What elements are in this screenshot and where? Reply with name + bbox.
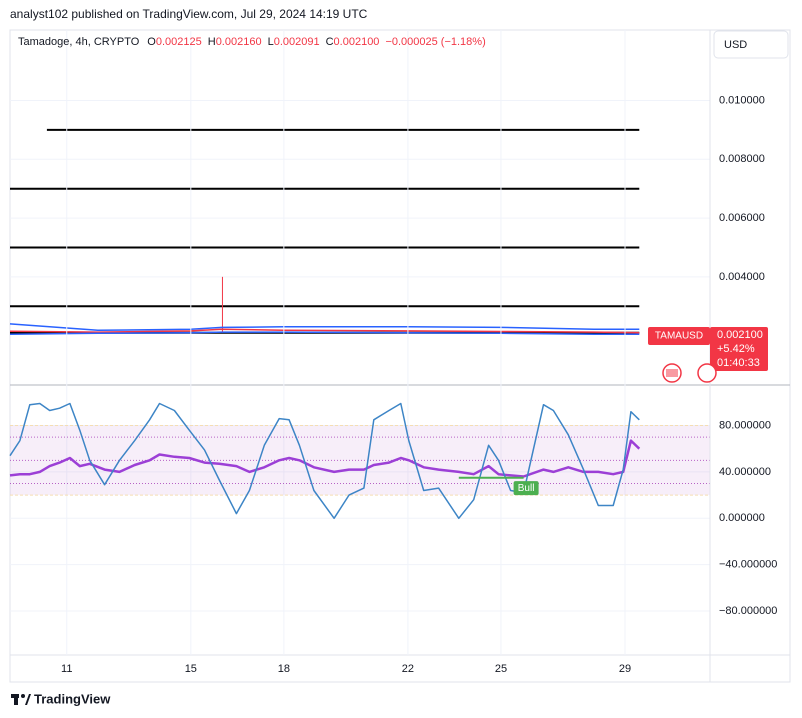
- price-tag: [710, 327, 768, 371]
- currency[interactable]: USD: [724, 39, 747, 51]
- field-value: 0.002125: [156, 36, 202, 48]
- change: −0.000025 (−1.18%): [385, 36, 485, 48]
- y-tick-label: 0.008000: [719, 153, 765, 165]
- x-tick-label: 25: [495, 663, 507, 675]
- y-tick-label: −40.000000: [719, 559, 777, 571]
- field-value: 0.002100: [334, 36, 380, 48]
- frame: [9, 29, 791, 683]
- y-tick-label: 0.006000: [719, 212, 765, 224]
- y-tick-label: 0.010000: [719, 94, 765, 106]
- brand: TradingView: [34, 691, 111, 706]
- field-label: L: [268, 36, 274, 48]
- annotation: Bull: [518, 483, 535, 494]
- y-tick-label: 40.000000: [719, 466, 771, 478]
- field-label: C: [326, 36, 334, 48]
- x-tick-label: 15: [185, 663, 197, 675]
- y-tick-label: 0.000000: [719, 512, 765, 524]
- symbol: Tamadoge, 4h, CRYPTO: [18, 36, 140, 48]
- y-tick-label: 0.004000: [719, 271, 765, 283]
- price: 0.002100: [717, 329, 763, 341]
- field-label: H: [208, 36, 216, 48]
- x-tick-label: 22: [402, 663, 414, 675]
- band: [10, 425, 710, 496]
- logo-part: [14, 694, 18, 705]
- annotation-box: [513, 481, 539, 496]
- field-label: O: [147, 36, 156, 48]
- field-value: 0.002091: [274, 36, 320, 48]
- plot-layer: 0.004000 0.006000 0.008000 0.010000 −80.0000…: [9, 30, 777, 675]
- brand-logo: [11, 694, 31, 705]
- price-change: +5.42%: [717, 343, 755, 355]
- event-icons: [662, 363, 717, 383]
- logo-part: [21, 694, 25, 698]
- series-line: [9, 439, 641, 478]
- x-tick-label: 18: [278, 663, 290, 675]
- field-value: 0.002160: [216, 36, 262, 48]
- series-line: [9, 323, 640, 332]
- currency-button[interactable]: [713, 30, 789, 59]
- legend: Tamadoge, 4h, CRYPTO O0.002125 H0.002160 L0…: [18, 36, 486, 48]
- symbol-tag-text: TAMAUSD: [655, 331, 703, 342]
- flag: [666, 369, 678, 377]
- logo-part: [25, 694, 31, 705]
- x-tick-label: 11: [61, 663, 72, 675]
- event-icon[interactable]: [697, 363, 717, 383]
- y-tick-label: 80.000000: [719, 419, 771, 431]
- x-tick-label: 29: [619, 663, 631, 675]
- y-tick-label: −80.000000: [719, 605, 777, 617]
- countdown: 01:40:33: [717, 357, 760, 369]
- series-line: [9, 402, 640, 520]
- symbol-tag: [648, 327, 710, 345]
- publisher: analyst102 published on TradingView.com,…: [10, 7, 368, 21]
